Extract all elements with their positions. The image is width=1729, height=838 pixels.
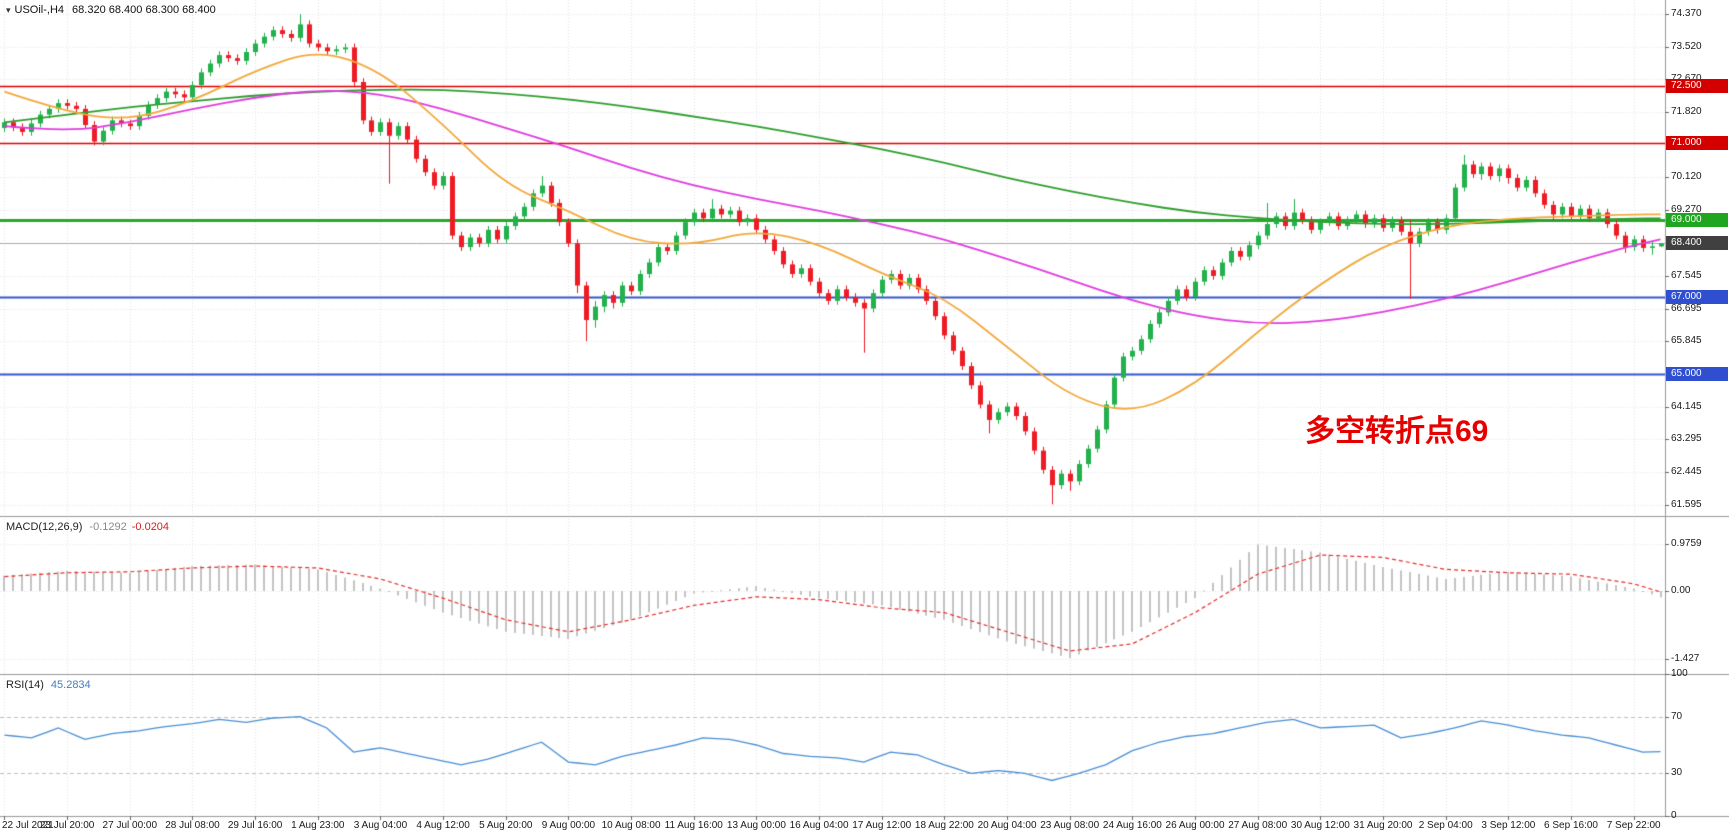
price-tick-label: 67.545 <box>1671 270 1702 282</box>
price-badge: 69.000 <box>1666 213 1728 228</box>
time-axis-label: 2 Sep 04:00 <box>1418 820 1473 831</box>
price-tick-label: 71.820 <box>1671 105 1702 117</box>
price-tick-label: 62.445 <box>1671 465 1702 477</box>
time-axis-label: 9 Aug 00:00 <box>541 820 596 831</box>
symbol-marker-icon: ▾ <box>6 5 11 15</box>
price-tick-label: 70.120 <box>1671 171 1702 183</box>
rsi-name: RSI(14) <box>6 679 44 691</box>
time-axis[interactable]: 22 Jul 2021 23 Jul 20:00 27 Jul 00:00 28 Ju… <box>0 818 1729 838</box>
time-axis-label: 23 Jul 20:00 <box>39 820 95 831</box>
time-axis-label: 24 Aug 16:00 <box>1102 820 1162 831</box>
time-axis-label: 6 Sep 16:00 <box>1544 820 1598 831</box>
price-axis[interactable]: 74.370 73.520 72.670 71.820 70.120 69.270 67.5… <box>1665 0 1729 838</box>
rsi-tick-label: 0 <box>1671 810 1677 821</box>
symbol-timeframe-label: USOil-,H4 <box>14 4 65 16</box>
time-axis-label: 30 Aug 12:00 <box>1290 820 1350 831</box>
time-axis-label: 1 Aug 23:00 <box>291 820 345 831</box>
time-axis-label: 5 Aug 20:00 <box>479 820 533 831</box>
time-axis-label: 31 Aug 20:00 <box>1353 820 1413 831</box>
time-axis-label: 4 Aug 12:00 <box>416 820 470 831</box>
time-axis-label: 27 Jul 00:00 <box>102 820 158 831</box>
time-axis-label: 20 Aug 04:00 <box>977 820 1037 831</box>
macd-signal-value: -0.0204 <box>131 521 170 533</box>
price-tick-label: 73.520 <box>1671 40 1702 52</box>
ohlc-values: 68.320 68.400 68.300 68.400 <box>72 4 216 16</box>
rsi-tick-label: 100 <box>1671 668 1688 679</box>
time-axis-label: 17 Aug 12:00 <box>852 820 912 831</box>
price-badge: 71.000 <box>1666 136 1728 151</box>
price-tick-label: 69.270 <box>1671 203 1702 215</box>
time-axis-label: 3 Sep 12:00 <box>1481 820 1536 831</box>
time-axis-label: 22 Jul 2021 <box>2 820 54 831</box>
macd-name: MACD(12,26,9) <box>6 521 83 533</box>
macd-tick-label: 0.00 <box>1671 585 1691 596</box>
price-tick-label: 61.595 <box>1671 498 1702 510</box>
time-axis-label: 3 Aug 04:00 <box>353 820 408 831</box>
price-tick-label: 74.370 <box>1671 8 1702 20</box>
macd-tick-label: -1.427 <box>1671 653 1700 665</box>
time-axis-label: 28 Jul 08:00 <box>165 820 220 831</box>
price-tick-label: 66.695 <box>1671 302 1702 314</box>
price-badge: 68.400 <box>1666 236 1728 251</box>
price-tick-label: 64.145 <box>1671 400 1702 412</box>
price-badge: 72.500 <box>1666 78 1728 93</box>
macd-tick-label: 0.9759 <box>1671 538 1702 550</box>
time-axis-label: 23 Aug 08:00 <box>1040 820 1100 831</box>
time-axis-label: 10 Aug 08:00 <box>601 820 661 831</box>
time-axis-label: 26 Aug 00:00 <box>1165 820 1225 831</box>
rsi-tick-label: 70 <box>1671 710 1683 722</box>
time-axis-label: 13 Aug 00:00 <box>726 820 786 831</box>
price-tick-label: 72.670 <box>1671 73 1702 84</box>
time-axis-label: 18 Aug 22:00 <box>914 820 974 831</box>
price-badge: 65.000 <box>1666 366 1728 381</box>
time-axis-label: 29 Jul 16:00 <box>227 820 283 831</box>
rsi-indicator-label: RSI(14) 45.2834 <box>6 679 91 691</box>
price-tick-label: 63.295 <box>1671 433 1702 445</box>
time-axis-label: 27 Aug 08:00 <box>1228 820 1288 831</box>
chart-annotation-text: 多空转折点69 <box>1305 415 1489 448</box>
time-axis-label: 16 Aug 04:00 <box>789 820 849 831</box>
macd-main-value: -0.1292 <box>89 521 127 533</box>
time-axis-label: 11 Aug 16:00 <box>664 820 723 831</box>
price-badge: 67.000 <box>1666 290 1728 305</box>
rsi-tick-label: 30 <box>1671 767 1683 779</box>
price-tick-label: 65.845 <box>1671 335 1702 347</box>
chart-title: ▾ USOil-,H4 68.320 68.400 68.300 68.400 <box>6 4 216 16</box>
macd-indicator-label: MACD(12,26,9) -0.1292 -0.0204 <box>6 521 169 533</box>
rsi-value: 45.2834 <box>50 679 91 691</box>
time-axis-label: 7 Sep 22:00 <box>1606 820 1661 831</box>
